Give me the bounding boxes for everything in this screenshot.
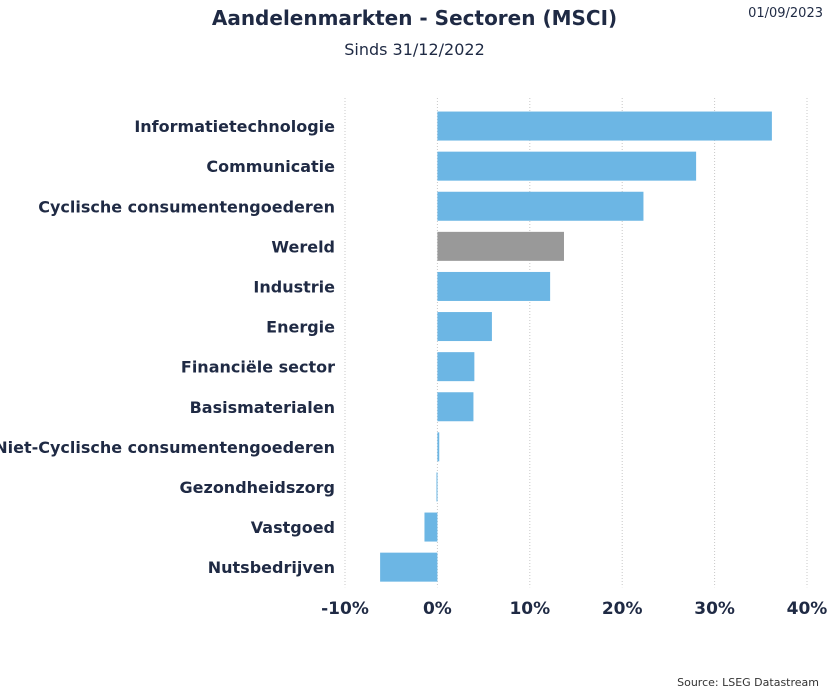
bar [437, 231, 564, 261]
bar [437, 271, 551, 301]
x-tick-label: 40% [787, 599, 828, 619]
date-stamp: 01/09/2023 [748, 6, 823, 21]
bar [436, 472, 438, 502]
x-tick-label: 10% [509, 599, 550, 619]
bar [437, 392, 474, 422]
category-label: Communicatie [206, 157, 335, 176]
x-axis-ticks: -10% 0% 10% 20% 30% 40% [321, 599, 827, 619]
category-label: Gezondheidszorg [180, 478, 335, 497]
category-label: Vastgoed [251, 518, 335, 537]
category-label: Energie [266, 318, 335, 337]
category-label: Industrie [253, 277, 335, 296]
category-labels: Informatietechnologie Communicatie Cyclisc… [0, 117, 335, 577]
x-tick-label: 0% [423, 599, 452, 619]
category-label: Financiële sector [181, 358, 335, 377]
category-label: Niet-Cyclische consumentengoederen [0, 438, 335, 457]
chart-subtitle: Sinds 31/12/2022 [344, 40, 485, 59]
category-label: Wereld [271, 237, 335, 256]
source-note: Source: LSEG Datastream [677, 676, 819, 689]
x-tick-label: 20% [602, 599, 643, 619]
x-tick-label: -10% [321, 599, 369, 619]
chart-title: Aandelenmarkten - Sectoren (MSCI) [211, 6, 618, 30]
category-label: Nutsbedrijven [208, 558, 335, 577]
bar [437, 312, 492, 342]
bar [437, 432, 440, 462]
bar [437, 352, 475, 382]
bar [437, 191, 644, 221]
bars [380, 111, 772, 582]
bar [424, 512, 438, 542]
x-tick-label: 30% [694, 599, 735, 619]
bar [380, 552, 438, 582]
bar [437, 111, 772, 141]
bar [437, 151, 697, 181]
category-label: Basismaterialen [190, 398, 335, 417]
category-label: Informatietechnologie [134, 117, 335, 136]
category-label: Cyclische consumentengoederen [38, 197, 335, 216]
